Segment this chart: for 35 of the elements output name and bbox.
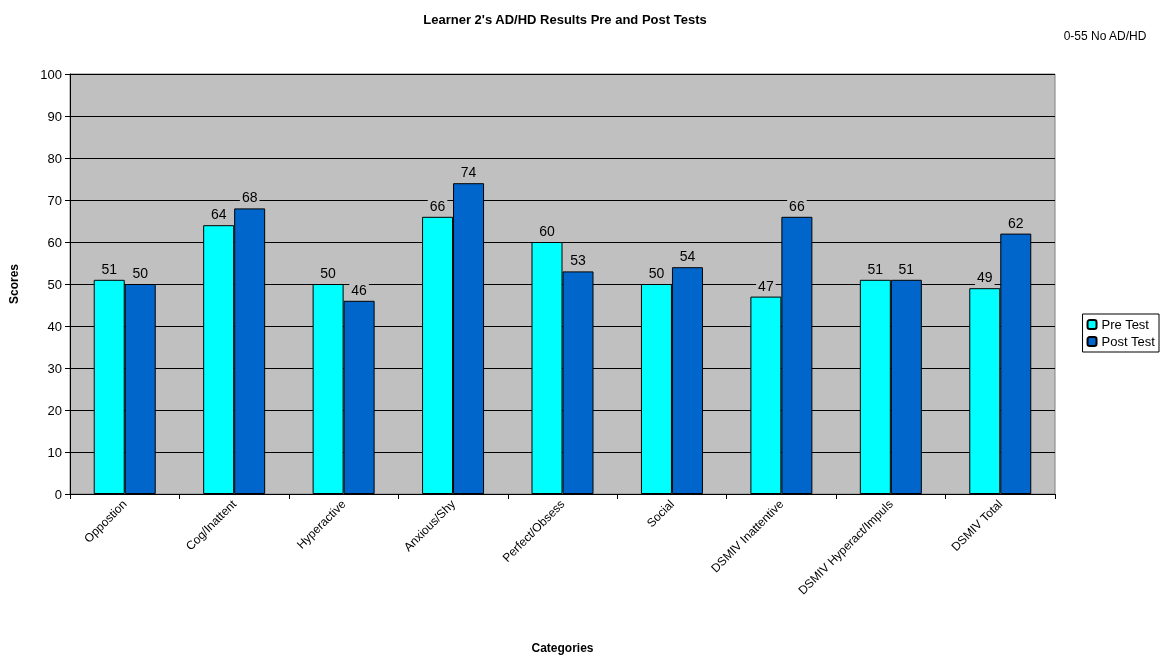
y-tick-label: 40 [47,318,62,334]
y-tick-label: 80 [47,150,62,166]
data-label: 66 [789,197,805,214]
data-label: 50 [320,265,337,281]
data-label: 60 [539,223,555,239]
chart-title: Learner 2's AD/HD Results Pre and Post Tests [423,12,707,27]
data-label: 51 [867,260,884,277]
data-label: 54 [679,248,696,265]
text: 0-55 No AD/HD [1063,29,1147,43]
data-label: 49 [976,269,993,286]
data-label: 62 [1007,214,1024,231]
data-label: 46 [351,281,368,298]
data-label: 64 [210,206,227,223]
data-label: 74 [460,164,477,181]
y-tick-label: 70 [47,192,62,208]
y-tick-label: 30 [47,360,62,376]
data-label: 53 [570,252,586,269]
legend-label: Pre Test [1101,317,1150,332]
data-label: 51 [101,260,118,277]
data-label: 68 [241,189,258,206]
y-tick-label: 60 [47,234,62,250]
y-axis-title: Scores [7,263,21,305]
x-axis-title: Categories [531,641,594,655]
data-label: 51 [898,260,915,277]
y-tick-label: 90 [47,108,62,124]
legend-label: Post Test [1101,334,1156,349]
y-tick-label: 20 [47,402,62,418]
y-tick-label: 10 [47,444,62,460]
data-label: 50 [132,265,149,281]
data-label: 47 [758,277,774,294]
y-tick-label: 0 [54,486,62,502]
data-label: 66 [429,197,446,214]
y-tick-label: 100 [40,66,62,82]
data-label: 50 [648,265,665,281]
y-tick-label: 50 [47,276,62,292]
